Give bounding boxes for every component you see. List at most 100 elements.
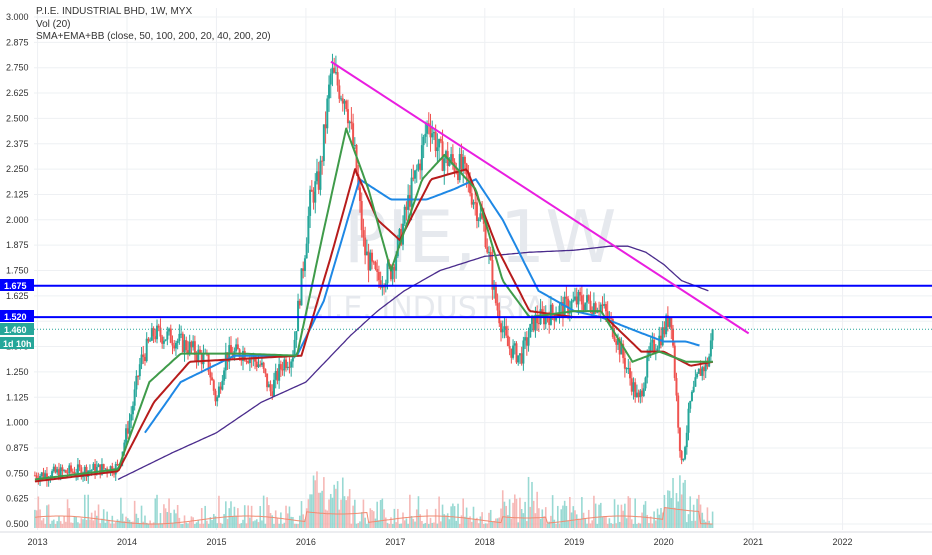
volume-bar	[331, 497, 334, 528]
volume-bar	[636, 523, 638, 528]
candle-body	[348, 121, 351, 124]
volume-bar	[281, 523, 284, 528]
trendline[interactable]	[330, 60, 750, 335]
volume-bar	[610, 523, 612, 528]
volume-bar	[187, 523, 189, 528]
candle-body	[467, 175, 470, 180]
volume-bar	[405, 518, 408, 528]
candle-body	[224, 352, 227, 371]
volume-bar	[40, 520, 43, 528]
candle-body	[376, 269, 379, 272]
candle-body	[195, 354, 198, 361]
candle-body	[229, 345, 232, 354]
volume-bar	[137, 517, 139, 528]
candle-body	[113, 473, 116, 475]
candle-body	[694, 377, 697, 387]
volume-bar	[646, 514, 649, 528]
candle-body	[52, 466, 55, 472]
volume-bar	[668, 490, 671, 528]
volume-bar	[312, 475, 315, 528]
candle-body	[518, 353, 521, 356]
candle-body	[601, 304, 604, 306]
volume-bar	[670, 497, 673, 528]
candle-body	[439, 139, 442, 142]
candle-body	[472, 202, 475, 205]
volume-bar	[190, 516, 193, 528]
candle-body	[527, 337, 530, 346]
candle-body	[644, 377, 647, 389]
volume-bar	[402, 512, 404, 528]
volume-bar	[230, 501, 232, 528]
volume-bar	[237, 508, 239, 528]
volume-bar	[65, 521, 67, 528]
volume-bar	[458, 523, 461, 528]
candle-body	[470, 193, 473, 205]
candle-body	[321, 160, 324, 162]
volume-bar	[599, 502, 602, 528]
candle-body	[169, 328, 172, 343]
volume-bar	[102, 509, 105, 528]
volume-bar	[221, 523, 224, 528]
candle-body	[157, 325, 160, 328]
candle-body	[561, 302, 564, 317]
volume-bar	[642, 504, 645, 528]
candle-body	[484, 223, 487, 248]
volume-bar	[300, 501, 303, 528]
y-tick-label: 1.125	[6, 392, 29, 402]
candle-body	[40, 472, 43, 476]
volume-bar	[522, 513, 525, 528]
y-tick-label: 0.625	[6, 494, 29, 504]
candle-body	[221, 380, 224, 390]
candle-body	[291, 357, 294, 362]
candle-body	[56, 469, 59, 473]
ma-indicator-label[interactable]: SMA+EMA+BB (close, 50, 100, 200, 20, 40,…	[36, 31, 271, 42]
x-tick-label: 2021	[743, 537, 763, 547]
volume-bar	[515, 498, 518, 528]
candle-body	[223, 370, 226, 381]
volume-bar	[417, 496, 420, 528]
volume-bar	[242, 519, 244, 528]
candle-body	[520, 353, 523, 364]
candle-body	[44, 473, 47, 479]
candle-body	[42, 472, 45, 479]
x-tick-label: 2015	[206, 537, 226, 547]
candle-body	[414, 170, 417, 179]
volume-bar	[350, 523, 353, 528]
volume-bar	[685, 522, 688, 528]
candle-body	[126, 428, 129, 434]
x-tick-label: 2018	[475, 537, 495, 547]
volume-bar	[92, 520, 95, 528]
volume-bar	[422, 523, 425, 528]
volume-bar	[507, 515, 509, 528]
candle-body	[396, 237, 399, 257]
volume-bar	[200, 508, 203, 528]
candle-body	[176, 340, 179, 343]
volume-bar	[663, 494, 666, 528]
volume-bar	[348, 489, 351, 528]
volume-bar	[479, 516, 482, 528]
volume-bar	[603, 516, 606, 528]
volume-bar	[584, 518, 587, 528]
volume-bar	[352, 505, 354, 528]
volume-bar	[477, 523, 480, 528]
candle-body	[548, 318, 551, 325]
volume-indicator-label[interactable]: Vol (20)	[36, 19, 71, 30]
volume-bar	[113, 523, 115, 528]
volume-bar	[121, 513, 124, 528]
volume-bar	[341, 477, 344, 528]
candle-body	[150, 328, 153, 341]
countdown-label: 1d 10h	[3, 339, 32, 349]
volume-bar	[355, 523, 358, 528]
candle-body	[689, 400, 692, 409]
candle-body	[701, 367, 704, 376]
candle-body	[71, 471, 74, 473]
volume-bar	[661, 512, 664, 528]
candle-body	[603, 304, 606, 306]
volume-bar	[548, 521, 550, 528]
candle-body	[45, 473, 48, 481]
candle-body	[288, 366, 291, 368]
candle-body	[491, 260, 494, 290]
y-tick-label: 1.250	[6, 367, 29, 377]
